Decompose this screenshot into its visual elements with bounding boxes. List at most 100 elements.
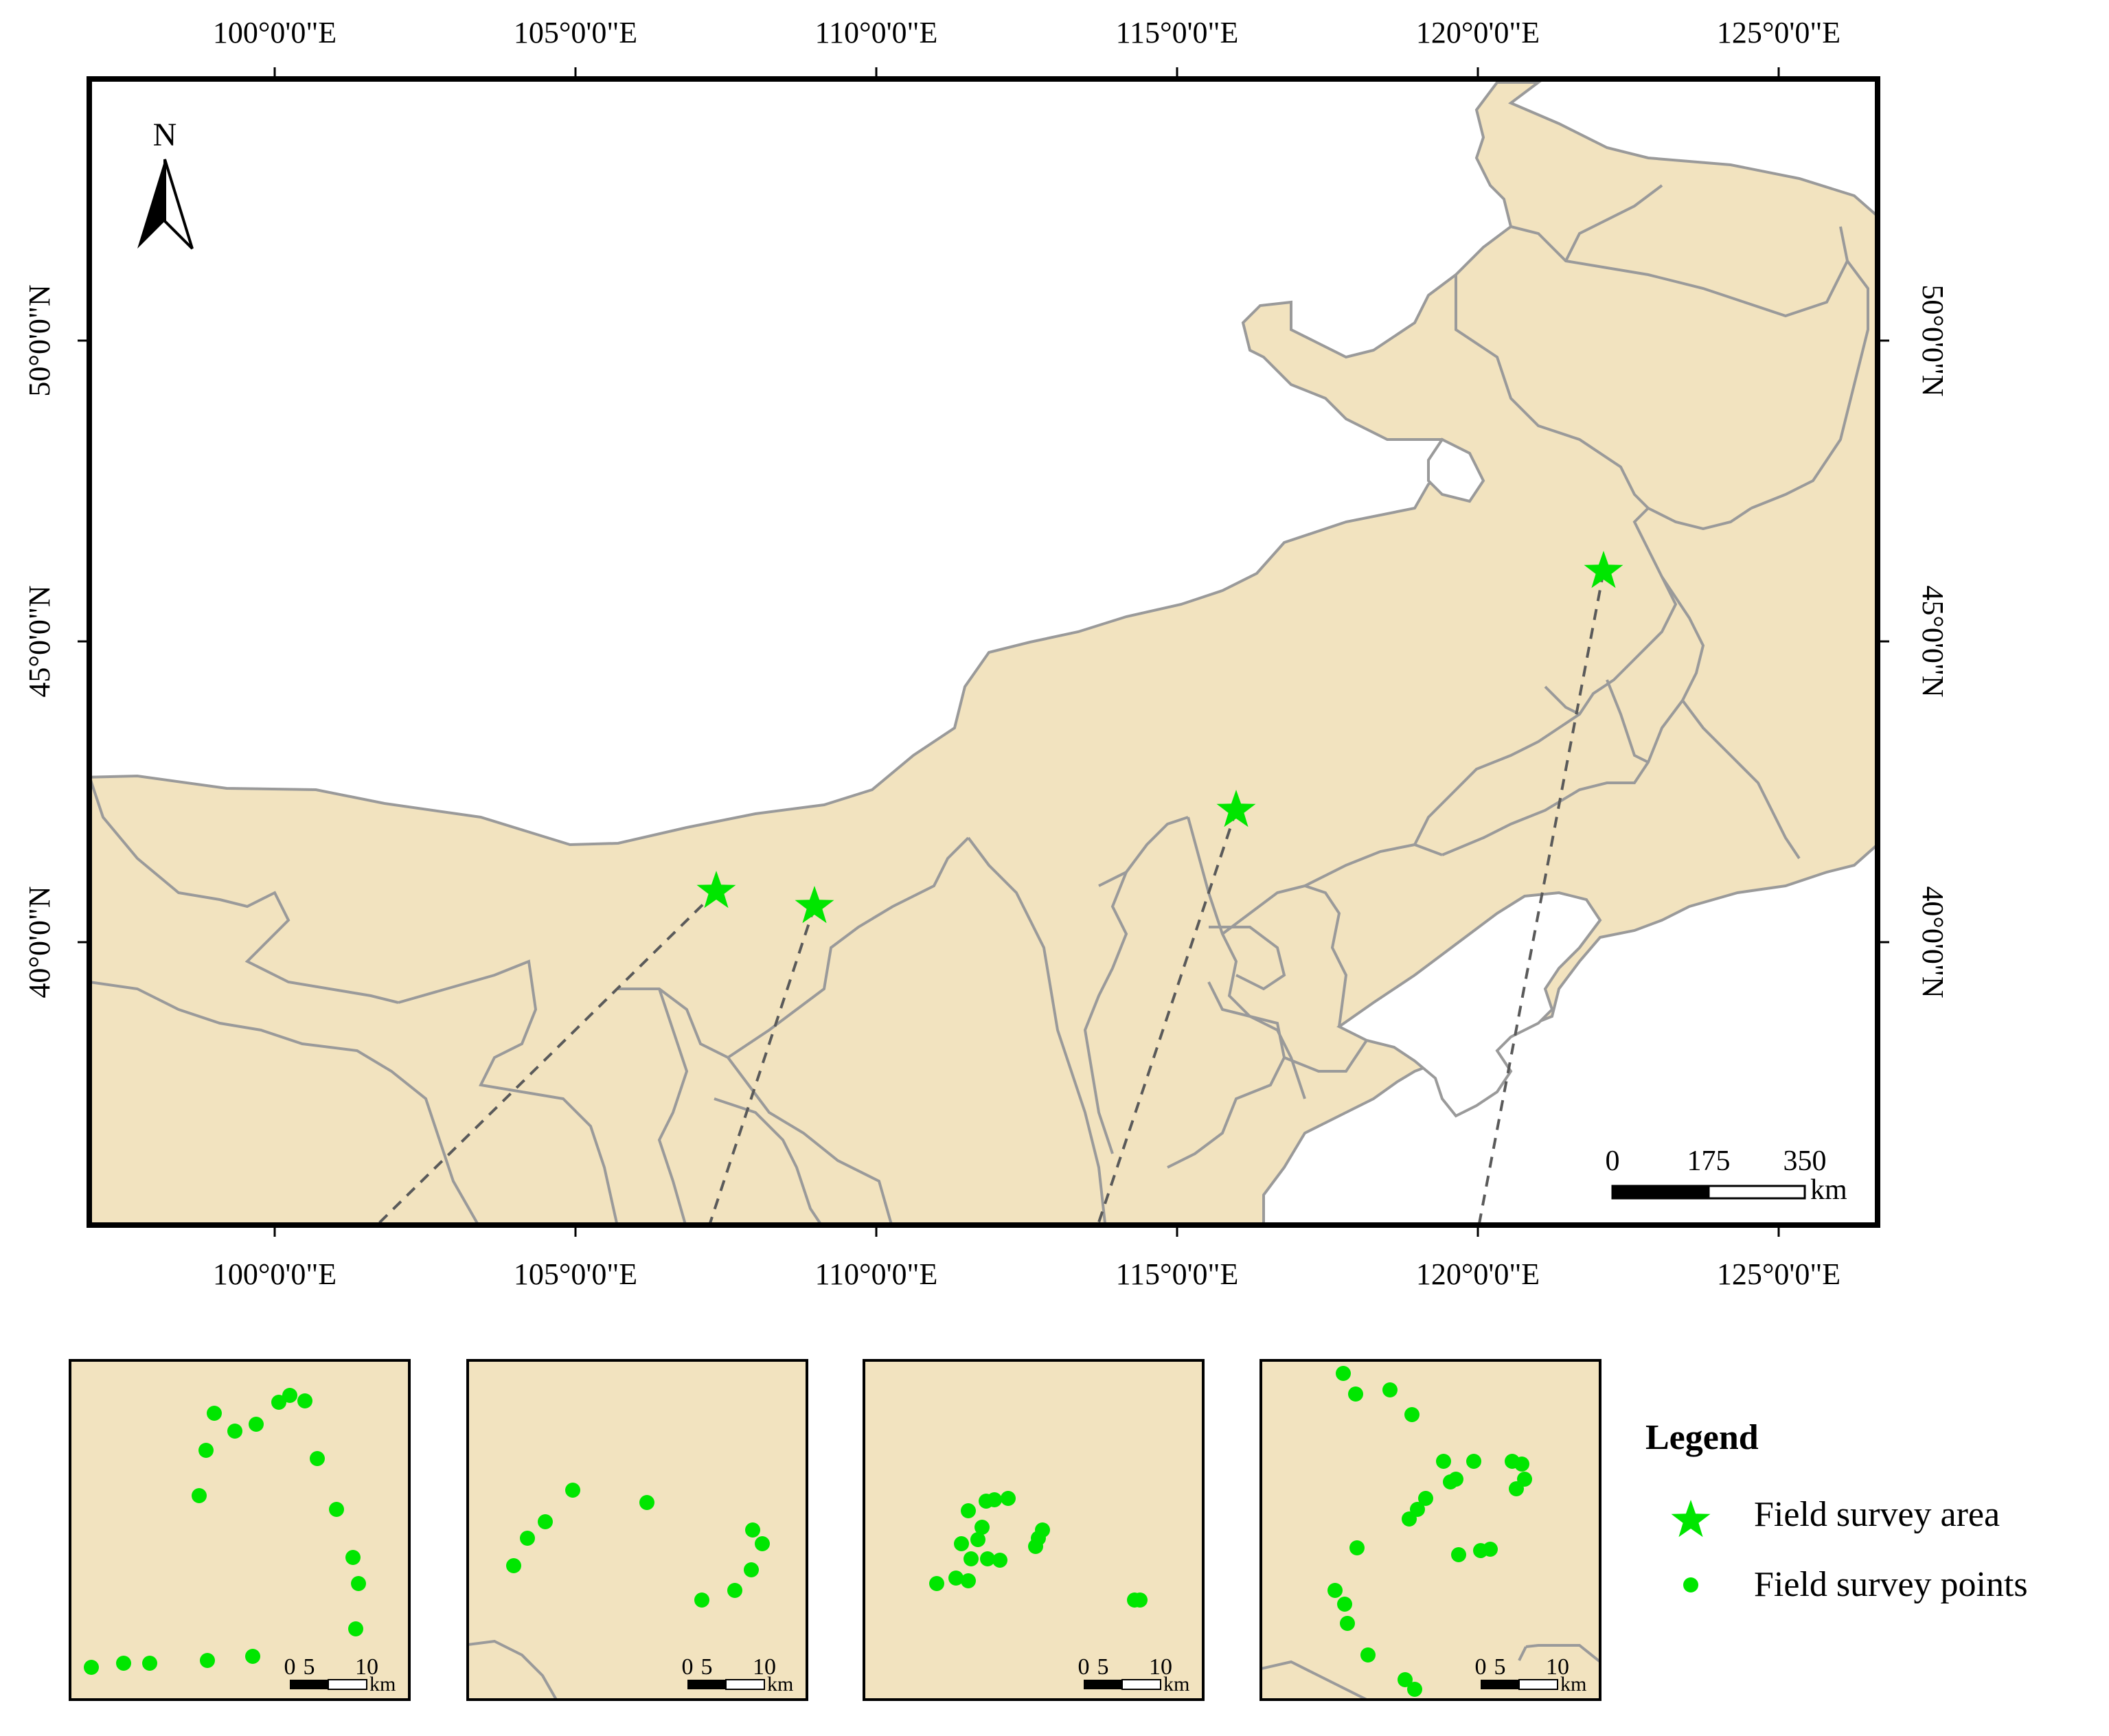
survey-point <box>1436 1454 1451 1469</box>
legend-item-label: Field survey points <box>1754 1565 2028 1604</box>
lon-label: 110°0'0"E <box>815 16 938 49</box>
inset-scale-tick: 0 <box>284 1654 296 1680</box>
survey-point <box>929 1576 944 1591</box>
lon-label: 125°0'0"E <box>1717 1257 1840 1291</box>
survey-point <box>987 1492 1002 1507</box>
survey-point <box>1402 1511 1417 1527</box>
survey-point <box>506 1558 521 1573</box>
lat-label: 45°0'0"N <box>1916 585 1950 697</box>
inset-scale-tick: 5 <box>701 1654 713 1680</box>
survey-area-star <box>696 871 736 909</box>
survey-point <box>1509 1481 1524 1496</box>
survey-point <box>1349 1540 1365 1555</box>
inset-scale-unit: km <box>1163 1673 1189 1695</box>
scale-tick: 0 <box>1606 1145 1620 1177</box>
inset-scale-tick: 0 <box>1078 1654 1090 1680</box>
survey-point <box>980 1551 995 1566</box>
survey-point <box>1336 1366 1351 1381</box>
scale-unit: km <box>1810 1174 1847 1206</box>
survey-point <box>249 1417 264 1432</box>
survey-point <box>310 1451 325 1466</box>
survey-point <box>207 1406 222 1421</box>
survey-point <box>1398 1672 1413 1687</box>
inset-background <box>864 1360 1203 1700</box>
survey-point <box>970 1532 985 1547</box>
lat-label: 50°0'0"N <box>23 284 56 396</box>
survey-point <box>1340 1616 1355 1631</box>
lat-label: 45°0'0"N <box>23 585 56 697</box>
lat-label: 50°0'0"N <box>1916 284 1950 396</box>
survey-point <box>964 1551 979 1566</box>
land-area <box>89 81 1878 1225</box>
lon-label: 100°0'0"E <box>213 1257 337 1291</box>
inset-background <box>1261 1360 1600 1700</box>
map-frame <box>87 76 1880 1228</box>
inset-boundary <box>1518 1644 1600 1700</box>
inset-background <box>70 1360 409 1700</box>
bohai-sea <box>1336 891 1602 1118</box>
survey-area-star <box>1216 790 1256 827</box>
survey-point <box>744 1562 759 1577</box>
survey-point <box>345 1550 361 1565</box>
inset-scale-tick: 10 <box>355 1654 378 1680</box>
survey-point <box>1404 1407 1420 1422</box>
inset-scale-tick: 5 <box>1097 1654 1109 1680</box>
inset-boundary <box>1261 1660 1367 1700</box>
lon-label: 120°0'0"E <box>1416 16 1540 49</box>
survey-point <box>348 1621 363 1636</box>
survey-point <box>198 1443 214 1458</box>
survey-point <box>1418 1491 1433 1506</box>
latitude-labels-right: 50°0'0"N 45°0'0"N 40°0'0"N <box>1916 284 1950 998</box>
survey-point <box>116 1656 131 1671</box>
survey-point <box>727 1583 742 1598</box>
survey-area-star <box>795 886 834 924</box>
inset-boundary <box>468 1639 558 1700</box>
survey-point <box>1132 1592 1148 1608</box>
survey-point <box>192 1488 207 1503</box>
inset-scale-unit: km <box>767 1673 793 1695</box>
survey-point <box>948 1571 964 1586</box>
survey-point <box>1448 1472 1463 1487</box>
survey-point <box>974 1520 990 1535</box>
survey-point <box>1382 1382 1398 1397</box>
survey-point <box>745 1522 760 1538</box>
lon-label: 105°0'0"E <box>514 1257 637 1291</box>
legend: Legend Field survey area Field survey po… <box>1645 1418 2028 1604</box>
inset-scale-tick: 5 <box>1494 1654 1506 1680</box>
survey-point <box>961 1573 976 1588</box>
scale-tick: 350 <box>1783 1145 1827 1177</box>
lon-label: 115°0'0"E <box>1116 16 1239 49</box>
inset-frame <box>466 1359 808 1701</box>
survey-point <box>1466 1454 1481 1469</box>
longitude-labels-top: 100°0'0"E 105°0'0"E 110°0'0"E 115°0'0"E … <box>213 16 1840 49</box>
north-label: N <box>153 117 177 153</box>
hulun-lake <box>1427 437 1485 503</box>
survey-point <box>245 1649 260 1664</box>
survey-point <box>639 1495 654 1510</box>
survey-point <box>755 1536 770 1551</box>
survey-point <box>1451 1547 1466 1562</box>
survey-point <box>565 1483 580 1498</box>
lon-label: 110°0'0"E <box>815 1257 938 1291</box>
lon-label: 120°0'0"E <box>1416 1257 1540 1291</box>
scale-tick: 175 <box>1687 1145 1731 1177</box>
lon-label: 100°0'0"E <box>213 16 337 49</box>
survey-point <box>1483 1542 1498 1557</box>
inset-scale-unit: km <box>1560 1673 1586 1695</box>
main-map <box>89 79 1878 1225</box>
survey-point <box>992 1553 1007 1568</box>
survey-point <box>142 1656 157 1671</box>
survey-point <box>271 1395 286 1410</box>
survey-point <box>351 1576 366 1591</box>
lat-label: 40°0'0"N <box>23 886 56 998</box>
inset-scale-tick: 10 <box>753 1654 776 1680</box>
inset-scale-tick: 5 <box>304 1654 315 1680</box>
latitude-labels-left: 50°0'0"N 45°0'0"N 40°0'0"N <box>23 284 56 998</box>
dot-icon <box>1683 1577 1698 1592</box>
inset-scale-tick: 0 <box>1475 1654 1487 1680</box>
